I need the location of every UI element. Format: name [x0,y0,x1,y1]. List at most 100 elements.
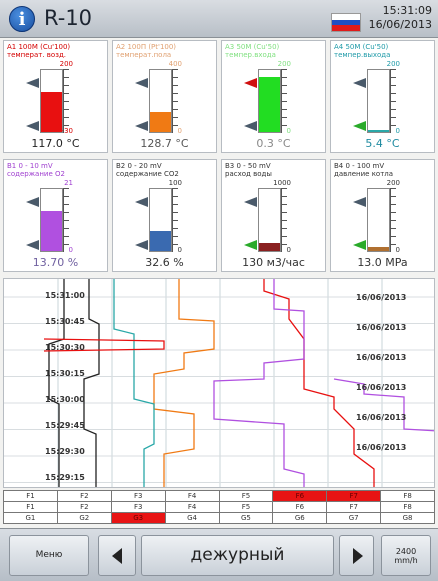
channel-header: A1 100M (Cu'100) [7,43,71,51]
date-axis-label: 16/06/2013 [356,413,407,422]
level-bar [40,69,63,133]
scale-max: 200 [59,60,73,68]
flag-cell-g4: G4 [165,513,220,524]
scale-min: 0 [395,127,400,135]
setpoint-upper-marker-icon [135,78,148,88]
arrow-left-icon [112,548,122,564]
channel-tile-b3[interactable]: B3 0 - 50 mV расход воды 1000 0 130 м3/час [221,159,326,272]
next-mode-button[interactable] [339,535,374,576]
scale-max: 100 [168,179,182,187]
channel-tile-a2[interactable]: A2 100П (Pt'100) температ.пола 400 0 128.7 °… [112,40,217,153]
channel-value: 13.0 MPa [357,256,408,269]
flag-cell-f3: F3 [111,491,166,502]
scale-ticks [172,188,182,252]
scale-ticks [172,69,182,133]
setpoint-lower-marker-icon [26,240,39,250]
scale-ticks [390,69,400,133]
chart-speed-button[interactable]: 2400 mm/h [381,535,431,576]
time-axis-label: 15:29:30 [45,447,85,456]
setpoint-upper-marker-icon [26,78,39,88]
channel-tile-a1[interactable]: A1 100M (Cu'100) температ. возд. 200 -30 117… [3,40,108,153]
scale-min: 0 [177,246,182,254]
channel-header: B4 0 - 100 mV [334,162,385,170]
setpoint-upper-marker-icon [244,197,257,207]
flag-cell-f4: F4 [165,502,220,513]
channel-tile-a4[interactable]: A4 50M (Cu'50) темпер.выхода 200 0 5.4 °C [330,40,435,153]
scale-min: 0 [177,127,182,135]
date-axis-label: 16/06/2013 [356,323,407,332]
channel-tile-b2[interactable]: B2 0 - 20 mV содержание CO2 100 0 32.6 % [112,159,217,272]
channel-value: 32.6 % [145,256,184,269]
time-axis-label: 15:30:30 [45,343,85,352]
channel-tile-a3[interactable]: A3 50M (Cu'50) темпер.входа 200 0 0.3 °C [221,40,326,153]
flag-cell-f5: F5 [219,491,274,502]
channel-description: содержание CO2 [116,170,179,178]
time-axis-label: 15:30:15 [45,369,85,378]
channel-header: B3 0 - 50 mV [225,162,271,170]
previous-mode-button[interactable] [98,535,136,576]
channel-tile-b4[interactable]: B4 0 - 100 mV давление котла 200 0 13.0 MPa [330,159,435,272]
scale-min: 0 [286,127,291,135]
scale-min: 0 [286,246,291,254]
mode-button[interactable]: дежурный [141,535,334,576]
channel-value: 128.7 °C [140,137,189,150]
level-bar-fill [41,92,62,132]
level-bar-fill [368,246,389,251]
arrow-right-icon [353,548,363,564]
channel-description: температ.пола [116,51,172,59]
flag-cell-g3: G3 [111,513,166,524]
trend-trace-6 [48,279,65,487]
trend-chart[interactable]: 15:31:00 15:30:45 15:30:30 15:30:15 15:30:00… [3,278,435,488]
scale-ticks [281,188,291,252]
flag-cell-f8: F8 [381,491,434,502]
scale-ticks [63,188,73,252]
channel-header: A3 50M (Cu'50) [225,43,280,51]
setpoint-upper-marker-icon [353,197,366,207]
level-bar-fill [150,112,171,132]
setpoint-lower-marker-icon [244,121,257,131]
channel-header: A2 100П (Pt'100) [116,43,177,51]
time-axis-label: 15:31:00 [45,291,85,300]
setpoint-upper-marker-icon [26,197,39,207]
level-bar-fill [259,242,280,251]
channel-description: расход воды [225,170,272,178]
flag-cell-g6: G6 [273,513,328,524]
flag-cell-g1: G1 [4,513,58,524]
russia-flag-icon[interactable] [331,13,361,32]
clock-date: 16/06/2013 [368,18,432,31]
level-bar-fill [41,210,62,251]
channel-header: B2 0 - 20 mV [116,162,162,170]
scale-max: 400 [168,60,182,68]
scale-max: 1000 [273,179,291,187]
menu-button[interactable]: Меню [9,535,89,576]
trend-trace-5 [83,279,100,487]
channel-tile-b1[interactable]: B1 0 - 10 mV содержание O2 21 0 13.70 % [3,159,108,272]
channel-value: 5.4 °C [365,137,400,150]
trend-trace-2 [153,279,215,487]
scale-min: 0 [68,246,73,254]
date-axis-label: 16/06/2013 [356,443,407,452]
scale-ticks [63,69,73,133]
channel-value: 130 м3/час [242,256,305,269]
setpoint-lower-marker-icon [244,240,257,250]
channel-value: 0.3 °C [256,137,291,150]
flag-cell-f7: F7 [327,502,382,513]
time-axis-label: 15:30:00 [45,395,85,404]
trend-trace-1 [263,279,375,487]
level-bar [258,69,281,133]
flag-cell-f6: F6 [273,502,328,513]
flag-cell-f1: F1 [4,491,58,502]
flag-cell-f2: F2 [57,502,112,513]
flag-cell-f1: F1 [4,502,58,513]
level-bar [40,188,63,252]
clock: 15:31:09 16/06/2013 [368,4,432,32]
time-axis-label: 15:29:15 [45,473,85,482]
flag-cell-f2: F2 [57,491,112,502]
date-axis-label: 16/06/2013 [356,353,407,362]
setpoint-lower-marker-icon [353,240,366,250]
scale-ticks [281,69,291,133]
flag-cell-f6: F6 [273,491,328,502]
info-icon[interactable]: i [9,6,35,32]
channel-header: B1 0 - 10 mV [7,162,53,170]
time-axis-label: 15:30:45 [45,317,85,326]
